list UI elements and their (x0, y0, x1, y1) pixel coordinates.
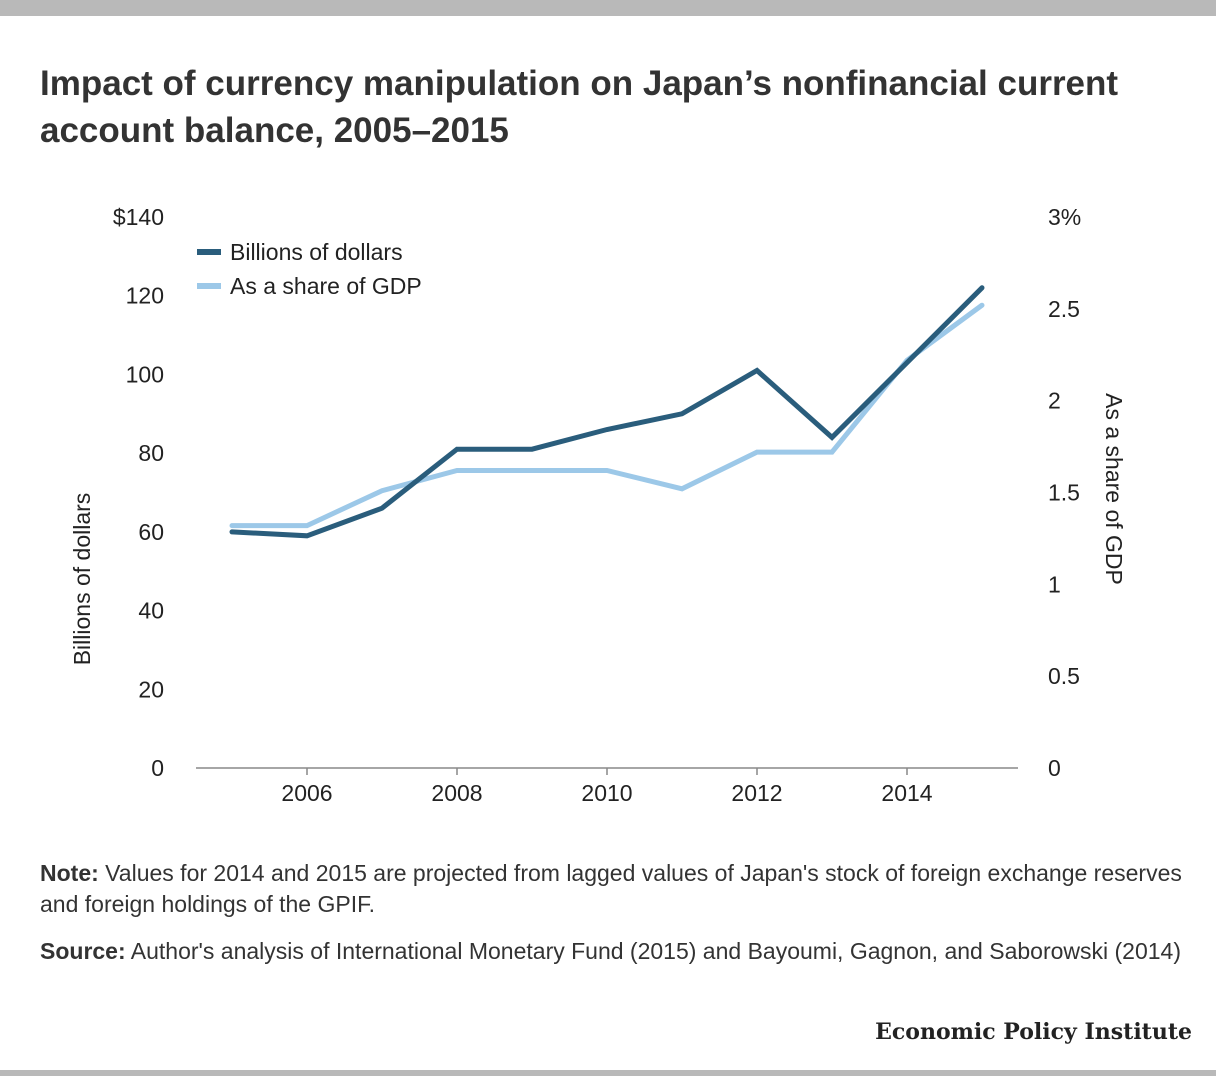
series-line-billions (229, 285, 985, 539)
chart-source: Source: Author's analysis of Internation… (40, 936, 1190, 967)
x-tick-label: 2010 (581, 780, 632, 806)
source-label: Source: (40, 938, 126, 964)
x-axis-ticks: 2006 2008 2010 2012 2014 (281, 768, 933, 806)
legend: Billions of dollars As a share of GDP (197, 239, 422, 299)
x-tick-label: 2006 (281, 780, 332, 806)
right-axis-ticks: 0 0.5 1 1.5 2 2.5 3% (1048, 204, 1081, 781)
right-tick-label: 3% (1048, 204, 1081, 230)
right-tick-label: 2 (1048, 388, 1061, 414)
line-chart: 0 20 40 60 80 100 120 $140 0 0.5 1 1.5 2 2.5 3% Billi… (69, 204, 1127, 806)
top-border (0, 0, 1216, 16)
left-tick-label: 20 (138, 676, 164, 702)
right-axis-title: As a share of GDP (1101, 393, 1127, 585)
left-tick-label: 40 (138, 598, 164, 624)
x-tick-label: 2014 (881, 780, 932, 806)
note-label: Note: (40, 860, 99, 886)
left-axis-title: Billions of dollars (69, 493, 95, 666)
left-tick-label: 60 (138, 519, 164, 545)
x-tick-label: 2008 (431, 780, 482, 806)
left-tick-label: 0 (151, 755, 164, 781)
x-tick-label: 2012 (731, 780, 782, 806)
source-text: Author's analysis of International Monet… (130, 938, 1181, 964)
note-text: Values for 2014 and 2015 are projected f… (40, 860, 1182, 917)
right-tick-label: 0 (1048, 755, 1061, 781)
legend-label: Billions of dollars (230, 239, 403, 265)
right-tick-label: 1 (1048, 571, 1061, 597)
right-tick-label: 2.5 (1048, 296, 1080, 322)
series-line-gdp-share (229, 302, 985, 529)
right-tick-label: 0.5 (1048, 663, 1080, 689)
left-tick-label: 100 (126, 361, 164, 387)
bottom-border (0, 1070, 1216, 1076)
right-tick-label: 1.5 (1048, 480, 1080, 506)
brand-logo-text: Economic Policy Institute (875, 1019, 1192, 1045)
left-tick-label: 120 (126, 283, 164, 309)
left-tick-label: $140 (113, 204, 164, 230)
left-tick-label: 80 (138, 440, 164, 466)
series-lines (229, 285, 985, 539)
left-axis-ticks: 0 20 40 60 80 100 120 $140 (113, 204, 164, 781)
legend-label: As a share of GDP (230, 273, 422, 299)
chart-note: Note: Values for 2014 and 2015 are proje… (40, 858, 1190, 920)
chart-title: Impact of currency manipulation on Japan… (40, 64, 1119, 150)
